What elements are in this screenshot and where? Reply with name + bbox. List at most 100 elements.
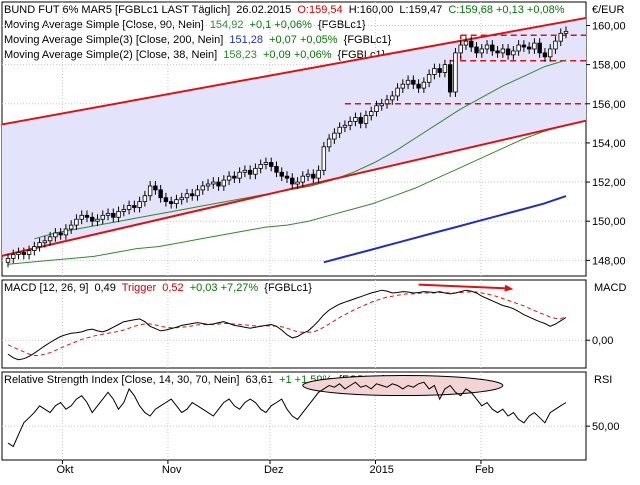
candle-body	[437, 68, 442, 73]
candle-body	[342, 124, 348, 128]
candle-body	[453, 52, 458, 93]
legend-ma90-value: 154,92	[210, 19, 244, 31]
candle-body	[395, 87, 400, 97]
price-y-tick-label: 148,00	[592, 255, 626, 267]
candle-body	[305, 173, 311, 177]
rsi-y-tick-label: 50,00	[592, 421, 620, 433]
legend-ma90[interactable]: Moving Average Simple [Close, 90, Nein] …	[4, 19, 366, 31]
candle-body	[63, 228, 69, 236]
header-date: 26.02.2015	[236, 4, 291, 16]
instrument-label: BUND FUT 6% MAR5 [FGBLc1 LAST Täglich]	[4, 4, 230, 16]
candle-body	[374, 105, 379, 112]
candle-body	[221, 179, 227, 187]
legend-ma200[interactable]: Moving Average Simple(3) [Close, 200, Ne…	[4, 34, 392, 46]
legend-ma38-change: +0,09 +0,06%	[263, 49, 332, 61]
price-y-tick-label: 158,00	[592, 60, 626, 72]
candle-body	[421, 81, 427, 89]
candle-body	[137, 201, 142, 208]
candle-body	[226, 175, 232, 181]
rsi-axis-label: RSI	[594, 374, 612, 386]
legend-ma90-change: +0,1 +0,06%	[250, 19, 313, 31]
candle-body	[363, 115, 369, 124]
candle-body	[516, 44, 521, 52]
candle-body	[53, 232, 58, 238]
candle-body	[495, 50, 500, 54]
macd-label: MACD [12, 26, 9]	[4, 282, 88, 294]
macd-value: 0,49	[94, 282, 115, 294]
candle-body	[37, 242, 42, 248]
header-close: C:159,68 +0,13 +0,08%	[448, 4, 564, 16]
x-tick-label: Okt	[56, 464, 73, 476]
candle-body	[158, 189, 163, 199]
candle-body	[26, 250, 32, 255]
candle-body	[353, 117, 358, 122]
macd-trigger-label: Trigger	[122, 282, 157, 294]
legend-ma200-change: +0,07 +0,05%	[269, 34, 338, 46]
ma38-line	[34, 59, 567, 240]
channel-upper-line	[1, 16, 587, 126]
macd-ric: {FGBLc1}	[264, 282, 312, 294]
rsi-value: 63,61	[245, 374, 273, 386]
candle-body	[121, 209, 127, 212]
candle-body	[284, 175, 290, 179]
legend-ma200-value: 151,28	[229, 34, 263, 46]
legend-ma38[interactable]: Moving Average Simple(2) [Close, 38, Nei…	[4, 49, 386, 61]
candle-body	[505, 48, 511, 56]
header-low: L:159,47	[399, 4, 442, 16]
candle-body	[521, 44, 527, 48]
macd-divergence-arrow-head	[504, 284, 514, 292]
candle-body	[274, 165, 279, 173]
candle-body	[79, 214, 84, 220]
candle-body	[432, 68, 437, 75]
candle-body	[269, 162, 274, 167]
candle-body	[58, 232, 63, 236]
candle-body	[84, 214, 90, 218]
candle-body	[458, 44, 463, 54]
candle-body	[526, 46, 532, 50]
candle-body	[211, 181, 216, 185]
candle-body	[42, 240, 48, 244]
rsi-label: Relative Strength Index [Close, 14, 30, …	[4, 374, 239, 386]
legend-ma200-label: Moving Average Simple(3) [Close, 200, Ne…	[4, 34, 223, 46]
candle-body	[174, 199, 179, 204]
header-open: O:159,54	[297, 4, 342, 16]
macd-header: MACD [12, 26, 9] 0,49 Trigger 0,52 +0,03…	[4, 282, 312, 294]
candle-body	[548, 48, 553, 58]
candle-body	[416, 83, 421, 89]
candle-body	[68, 224, 74, 230]
candle-body	[384, 99, 390, 105]
candle-body	[400, 83, 406, 89]
candle-body	[426, 74, 432, 83]
candle-body	[300, 175, 305, 183]
candle-body	[484, 44, 490, 50]
candle-body	[111, 212, 116, 218]
macd-divergence-arrow-line	[418, 283, 508, 290]
candle-body	[332, 132, 337, 140]
candle-body	[190, 193, 195, 197]
candle-body	[163, 197, 169, 203]
candle-body	[411, 79, 416, 85]
candle-body	[537, 42, 542, 54]
candle-body	[168, 201, 174, 204]
candle-body	[463, 40, 469, 46]
candle-body	[295, 181, 300, 185]
x-tick-label: Dez	[264, 464, 284, 476]
candle-body	[358, 117, 363, 124]
candle-body	[369, 111, 374, 116]
macd-line	[7, 289, 567, 361]
candle-body	[232, 175, 237, 179]
candle-body	[200, 185, 205, 191]
candle-body	[253, 167, 258, 175]
candle-body	[11, 254, 16, 259]
candle-body	[405, 79, 411, 85]
candle-body	[153, 185, 158, 191]
candle-body	[469, 40, 474, 48]
candle-body	[290, 177, 295, 185]
candle-body	[126, 205, 132, 210]
candle-body	[447, 64, 453, 93]
candle-body	[95, 218, 100, 222]
x-tick-label: Feb	[475, 464, 494, 476]
legend-ma90-label: Moving Average Simple [Close, 90, Nein]	[4, 19, 204, 31]
candle-body	[279, 171, 284, 177]
